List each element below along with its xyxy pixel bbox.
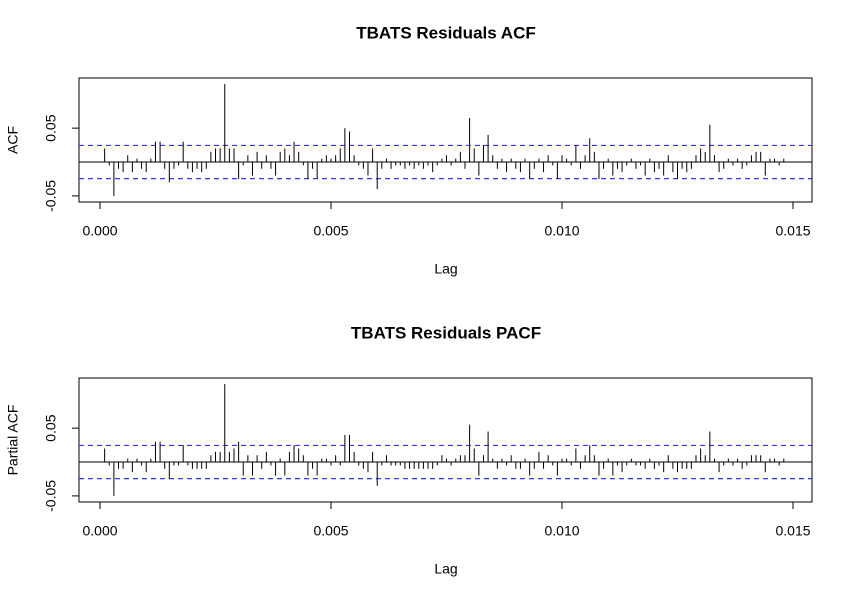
y-axis-label: ACF — [5, 126, 21, 154]
y-axis-label: Partial ACF — [5, 405, 21, 476]
x-tick-label: 0.015 — [775, 223, 810, 239]
y-tick-label: -0.05 — [43, 480, 59, 512]
x-tick-label: 0.005 — [313, 223, 348, 239]
x-tick-label: 0.005 — [313, 523, 348, 539]
x-tick-label: 0.000 — [82, 223, 117, 239]
plot-frame — [78, 77, 813, 203]
x-tick-label: 0.000 — [82, 523, 117, 539]
y-tick-label: 0.05 — [43, 414, 59, 441]
x-tick-label: 0.010 — [544, 523, 579, 539]
x-tick-label: 0.015 — [775, 523, 810, 539]
y-tick-label: -0.05 — [43, 180, 59, 212]
y-tick-label: 0.05 — [43, 114, 59, 141]
plot-frame — [78, 377, 813, 503]
x-axis-label: Lag — [434, 261, 457, 277]
chart-title: TBATS Residuals PACF — [351, 323, 541, 342]
x-axis-label: Lag — [434, 561, 457, 577]
x-tick-label: 0.010 — [544, 223, 579, 239]
chart-title: TBATS Residuals ACF — [356, 23, 535, 42]
